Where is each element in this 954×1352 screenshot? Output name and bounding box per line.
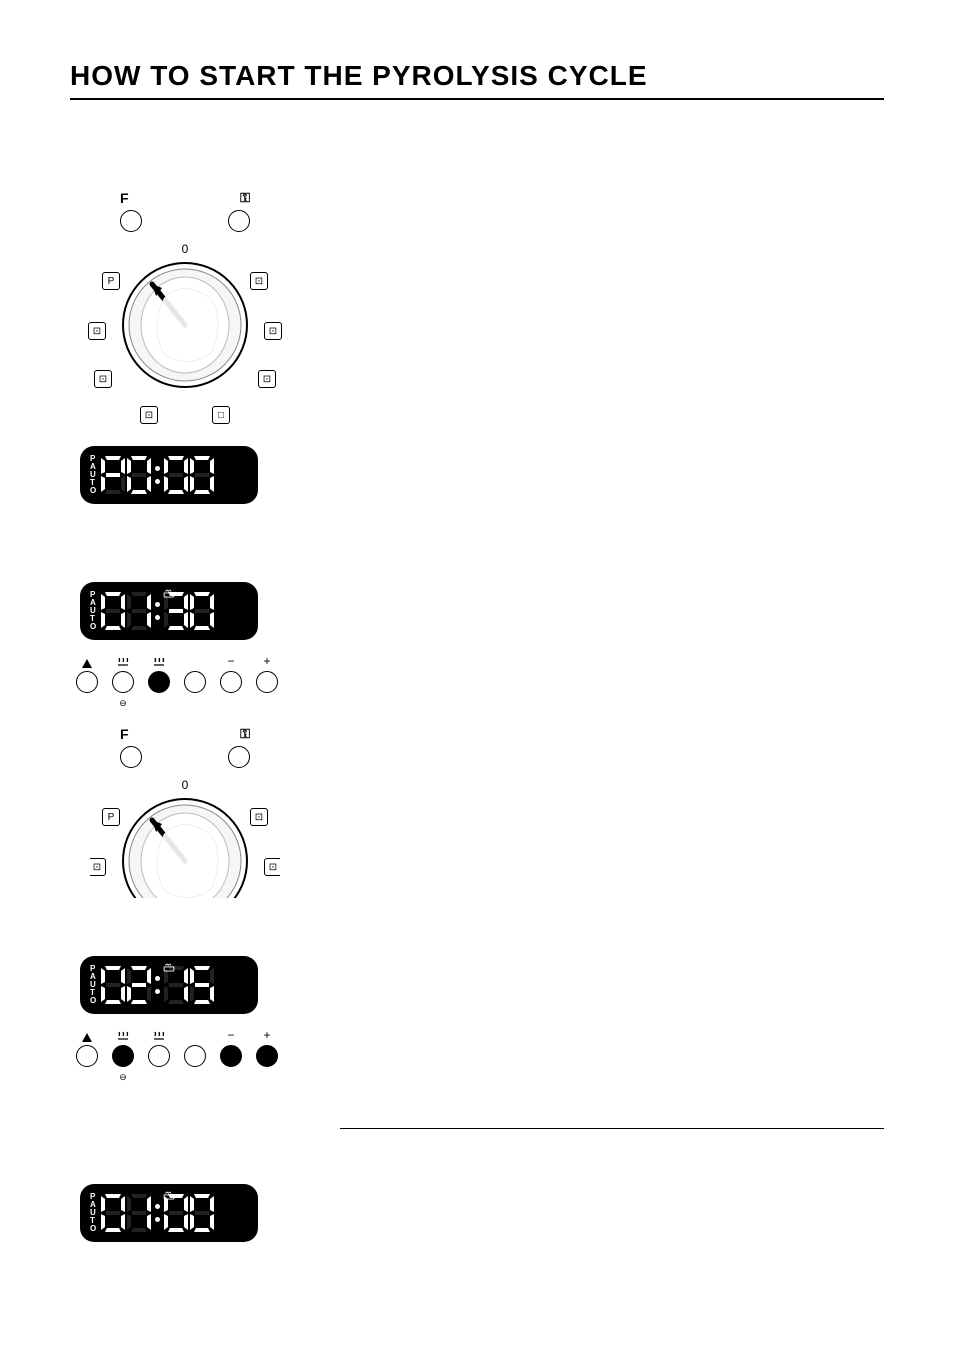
lcd-display-2: PAUTO: [80, 582, 258, 640]
indicator-lights: [120, 210, 250, 232]
left-column: F ⚿ 0 P ⊡ ⊡ ⊡ ⊡ ⊡ ⊡ □: [70, 190, 300, 1242]
dial2-pos-p-icon: P: [100, 806, 122, 828]
dial-knob-icon: [120, 260, 250, 390]
timer-button-5-icon: +: [263, 1028, 270, 1042]
dial2-top-labels: F ⚿: [120, 726, 250, 742]
timer-button-2-circle[interactable]: [148, 671, 170, 693]
dial-pos-bottom-l-icon: ⊡: [138, 404, 160, 426]
button-row-2: ⊖ − +: [76, 1028, 300, 1082]
timer-button-1-sub: ⊖: [119, 698, 127, 708]
indicator-left: [120, 210, 142, 232]
timer-button-3[interactable]: [184, 1028, 206, 1082]
dial-pos-r-icon: ⊡: [262, 320, 284, 342]
timer-button-0[interactable]: [76, 654, 98, 708]
dial2-pos-tl-icon: ⊡: [90, 856, 108, 878]
lcd4-markers: PAUTO: [90, 1193, 97, 1233]
timer-button-4[interactable]: −: [220, 654, 242, 708]
dial-block-1: F ⚿ 0 P ⊡ ⊡ ⊡ ⊡ ⊡ ⊡ □: [70, 190, 300, 432]
timer-button-2-icon: [152, 1028, 166, 1042]
dial-1: 0 P ⊡ ⊡ ⊡ ⊡ ⊡ ⊡ □: [90, 242, 280, 432]
timer-button-0-circle[interactable]: [76, 1045, 98, 1067]
dial-top-labels: F ⚿: [120, 190, 250, 206]
dial2-knob-icon: [120, 796, 250, 898]
dial-pos-br-icon: ⊡: [256, 368, 278, 390]
lcd1-digits: [101, 456, 214, 494]
timer-button-1-icon: [116, 654, 130, 668]
timer-button-0-icon: [82, 1028, 92, 1042]
dial2-indicator-lights: [120, 746, 250, 768]
timer-button-5-circle[interactable]: [256, 1045, 278, 1067]
dial-pos-tl-icon: ⊡: [86, 320, 108, 342]
pot-icon-4: [162, 1190, 176, 1200]
dial-block-2: F ⚿ 0 P ⊡ ⊡ ⊡: [70, 726, 300, 898]
dial2-key-icon: ⚿: [240, 726, 250, 742]
dial-pos-tr-icon: ⊡: [248, 270, 270, 292]
timer-button-4-circle[interactable]: [220, 671, 242, 693]
timer-button-4-icon: −: [227, 1028, 234, 1042]
lcd1-markers: PAUTO: [90, 455, 97, 495]
dial-zero-label: 0: [182, 242, 189, 256]
key-icon: ⚿: [240, 190, 250, 206]
dial2-indicator-right: [228, 746, 250, 768]
timer-button-5[interactable]: +: [256, 654, 278, 708]
timer-button-2-icon: [152, 654, 166, 668]
lcd3-digits: [101, 966, 214, 1004]
timer-button-1-sub: ⊖: [119, 1072, 127, 1082]
page-title: HOW TO START THE PYROLYSIS CYCLE: [70, 60, 884, 92]
timer-button-0-circle[interactable]: [76, 671, 98, 693]
dial2-indicator-left: [120, 746, 142, 768]
pot-icon: [162, 588, 176, 598]
timer-button-5-circle[interactable]: [256, 671, 278, 693]
timer-button-0[interactable]: [76, 1028, 98, 1082]
lcd3-markers: PAUTO: [90, 965, 97, 1005]
lcd2-markers: PAUTO: [90, 591, 97, 631]
button-row-1: ⊖ − +: [76, 654, 300, 708]
horizontal-rule: [340, 1128, 884, 1129]
lcd-display-4: PAUTO: [80, 1184, 258, 1242]
dial-2: 0 P ⊡ ⊡ ⊡: [90, 778, 280, 898]
dial2-zero-label: 0: [182, 778, 189, 792]
lcd4-digits: [101, 1194, 214, 1232]
timer-button-0-icon: [82, 654, 92, 668]
timer-button-2[interactable]: [148, 654, 170, 708]
lcd-display-3: PAUTO: [80, 956, 258, 1014]
timer-button-3-circle[interactable]: [184, 671, 206, 693]
timer-button-4-icon: −: [227, 654, 234, 668]
dial-pos-bottom-r-icon: □: [210, 404, 232, 426]
timer-button-1[interactable]: ⊖: [112, 1028, 134, 1082]
page-title-wrap: HOW TO START THE PYROLYSIS CYCLE: [70, 60, 884, 100]
dial2-pos-tr-icon: ⊡: [248, 806, 270, 828]
timer-button-5[interactable]: +: [256, 1028, 278, 1082]
timer-button-3[interactable]: [184, 654, 206, 708]
timer-button-4[interactable]: −: [220, 1028, 242, 1082]
dial2-label-f: F: [120, 726, 129, 742]
dial2-pos-r-icon: ⊡: [262, 856, 280, 878]
indicator-right: [228, 210, 250, 232]
timer-button-3-circle[interactable]: [184, 1045, 206, 1067]
timer-button-1-icon: [116, 1028, 130, 1042]
timer-button-1-circle[interactable]: [112, 671, 134, 693]
timer-button-4-circle[interactable]: [220, 1045, 242, 1067]
dial-pos-p-icon: P: [100, 270, 122, 292]
timer-button-1[interactable]: ⊖: [112, 654, 134, 708]
timer-button-2-circle[interactable]: [148, 1045, 170, 1067]
timer-button-5-icon: +: [263, 654, 270, 668]
lcd2-digits: [101, 592, 214, 630]
dial-pos-bl-icon: ⊡: [92, 368, 114, 390]
timer-button-1-circle[interactable]: [112, 1045, 134, 1067]
timer-button-2[interactable]: [148, 1028, 170, 1082]
lcd-display-1: PAUTO: [80, 446, 258, 504]
pot-icon-3: [162, 962, 176, 972]
dial-label-f: F: [120, 190, 129, 206]
